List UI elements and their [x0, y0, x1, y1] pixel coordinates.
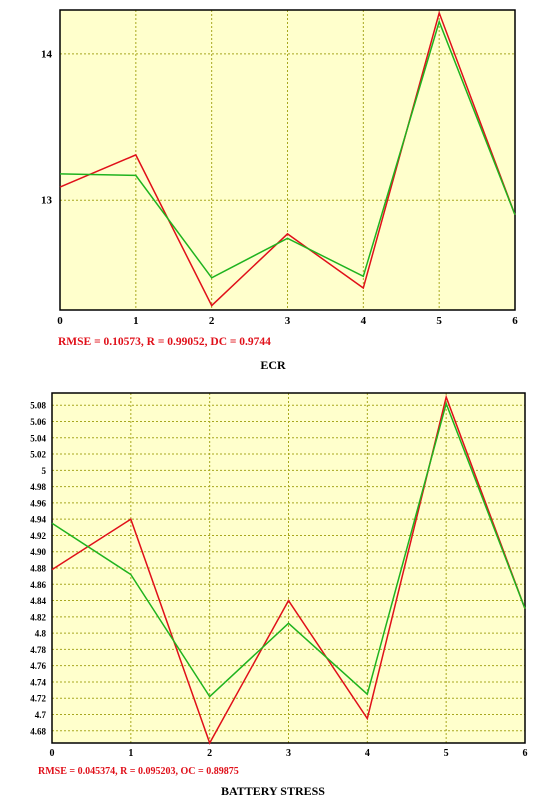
chart-title: BATTERY STRESS — [221, 784, 325, 798]
battery-stress-chart: 0 1 2 3 4 5 6 4.68 4.7 4.72 4.74 4.76 4.78 4.8 4.82 4.8… — [30, 392, 528, 798]
x-tick-label: 6 — [523, 748, 528, 759]
y-tick-label: 5.06 — [30, 417, 46, 427]
y-tick-label: 4.72 — [30, 694, 46, 704]
y-tick-label: 5.08 — [30, 401, 46, 411]
x-tick-label: 4 — [361, 315, 367, 327]
metrics-label: RMSE = 0.10573, R = 0.99052, DC = 0.9744 — [58, 336, 271, 348]
green-series-line — [51, 401, 526, 698]
y-tick-label: 4.7 — [35, 710, 47, 720]
metrics-label: RMSE = 0.045374, R = 0.095203, OC = 0.89… — [38, 766, 239, 777]
x-tick-label: 5 — [436, 315, 442, 327]
x-tick-label: 3 — [286, 748, 291, 759]
chart-title: ECR — [260, 358, 286, 372]
y-tick-label: 4.78 — [30, 645, 46, 655]
x-tick-label: 1 — [128, 748, 133, 759]
y-tick-label: 5 — [42, 466, 47, 476]
x-tick-label: 5 — [444, 748, 449, 759]
ecr-chart: 0 1 2 3 4 5 6 13 14 RMSE = 0.10573, R = 0.99052, … — [41, 9, 518, 372]
x-tick-label: 6 — [512, 315, 518, 327]
y-tick-label: 14 — [41, 48, 53, 60]
axes-frame — [51, 392, 526, 744]
y-tick-label: 13 — [41, 195, 53, 207]
y-tick-label: 4.98 — [30, 482, 46, 492]
y-tick-label: 4.94 — [30, 515, 46, 525]
y-tick-label: 4.76 — [30, 661, 46, 671]
x-tick-label: 0 — [57, 315, 63, 327]
y-tick-label: 4.96 — [30, 498, 46, 508]
x-tick-label: 1 — [133, 315, 139, 327]
y-tick-label: 5.02 — [30, 450, 46, 460]
green-series-line — [59, 19, 516, 279]
y-tick-label: 4.92 — [30, 531, 46, 541]
x-tick-label: 2 — [209, 315, 215, 327]
y-tick-label: 4.8 — [35, 629, 47, 639]
x-tick-label: 0 — [50, 748, 55, 759]
x-tick-label: 2 — [207, 748, 212, 759]
y-tick-label: 5.04 — [30, 433, 46, 443]
y-tick-label: 4.90 — [30, 547, 46, 557]
y-tick-label: 4.68 — [30, 726, 46, 736]
axes-frame — [59, 9, 516, 311]
x-tick-label: 3 — [285, 315, 291, 327]
y-tick-label: 4.82 — [30, 612, 46, 622]
y-tick-label: 4.88 — [30, 564, 46, 574]
y-tick-label: 4.84 — [30, 596, 46, 606]
y-tick-label: 4.86 — [30, 580, 46, 590]
x-tick-label: 4 — [365, 748, 370, 759]
red-series-line — [51, 394, 526, 745]
red-series-line — [59, 10, 516, 307]
y-tick-label: 4.74 — [30, 677, 46, 687]
